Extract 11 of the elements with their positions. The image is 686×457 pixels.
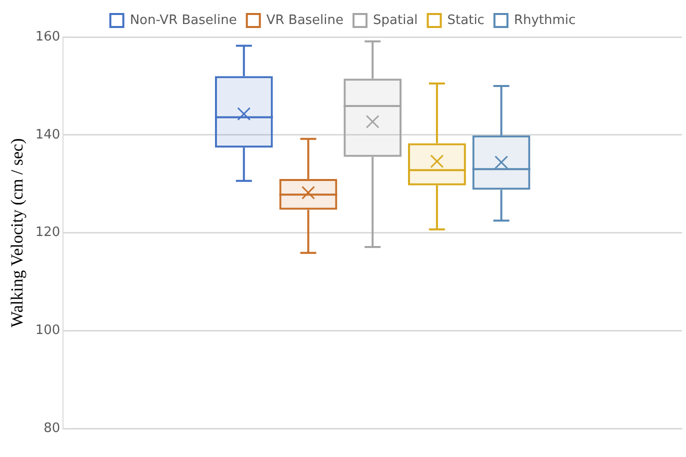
- legend-label: VR Baseline: [266, 12, 344, 28]
- y-tick-label: 100: [35, 323, 60, 338]
- legend-label: Static: [447, 12, 484, 28]
- y-tick-label: 140: [35, 127, 60, 142]
- y-tick-label: 120: [35, 225, 60, 240]
- legend-label: Spatial: [373, 12, 418, 28]
- legend-label: Rhythmic: [514, 12, 576, 28]
- y-axis-title: Walking Velocity (cm / sec): [8, 138, 27, 328]
- y-tick-label: 160: [35, 29, 60, 44]
- y-tick-label: 80: [44, 420, 60, 436]
- legend-label: Non-VR Baseline: [130, 12, 237, 28]
